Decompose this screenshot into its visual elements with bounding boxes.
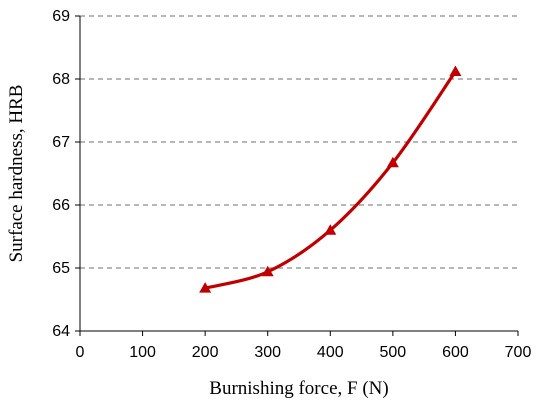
x-axis-title: Burnishing force, F (N) xyxy=(209,378,388,399)
x-tick-label-700: 700 xyxy=(505,344,532,361)
data-point-200 xyxy=(199,282,212,293)
y-tick-label-67: 67 xyxy=(52,134,70,151)
data-point-600 xyxy=(449,65,462,76)
x-tick-label-100: 100 xyxy=(129,344,156,361)
x-tick-labels: 0 100 200 300 400 500 600 700 xyxy=(76,344,532,361)
data-point-400 xyxy=(324,224,337,235)
axes xyxy=(75,15,519,336)
x-tick-label-600: 600 xyxy=(442,344,469,361)
y-tick-label-64: 64 xyxy=(52,323,70,340)
gridlines xyxy=(80,15,518,269)
x-tick-label-0: 0 xyxy=(76,344,85,361)
y-tick-label-68: 68 xyxy=(52,71,70,88)
y-tick-label-69: 69 xyxy=(52,8,70,25)
data-point-300 xyxy=(261,265,274,277)
x-tick-label-200: 200 xyxy=(192,344,219,361)
y-tick-labels: 64 65 66 67 68 69 xyxy=(52,8,70,340)
y-tick-label-66: 66 xyxy=(52,197,70,214)
x-tick-label-400: 400 xyxy=(317,344,344,361)
x-tick-label-300: 300 xyxy=(254,344,281,361)
series-line-0 xyxy=(203,69,458,290)
data-series xyxy=(199,65,462,293)
data-point-500 xyxy=(386,156,399,168)
y-axis-title: Surface hardness, HRB xyxy=(6,85,27,263)
y-tick-label-65: 65 xyxy=(52,260,70,277)
x-tick-label-500: 500 xyxy=(380,344,407,361)
